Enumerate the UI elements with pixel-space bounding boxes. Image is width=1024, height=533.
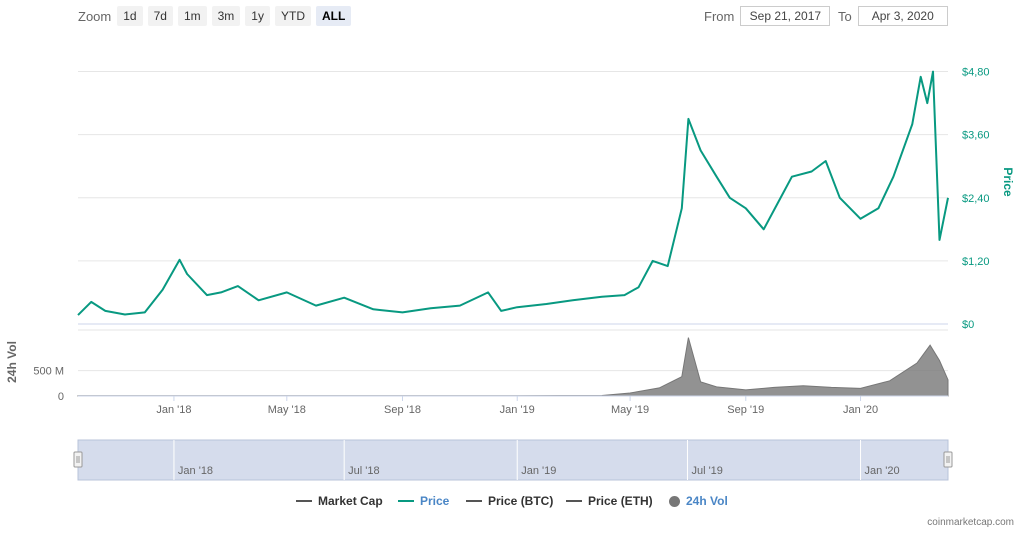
legend-item-price[interactable]: Price — [398, 489, 449, 513]
to-date-input[interactable]: Apr 3, 2020 — [857, 6, 948, 26]
legend-label: Price — [420, 494, 450, 508]
legend-marker — [669, 495, 680, 507]
chart-legend: Market Cap Price Price (BTC) Price (ETH) 24h… — [0, 489, 1024, 513]
navigator-tick-label: Jul '18 — [348, 465, 379, 477]
legend-marker — [296, 500, 312, 502]
navigator-tick-label: Jul '19 — [691, 465, 722, 477]
legend-label: Price (BTC) — [488, 494, 554, 508]
x-tick-label: May '18 — [268, 404, 306, 416]
navigator-right-handle[interactable] — [943, 451, 953, 468]
price-tick-label: $1,20 — [962, 256, 990, 268]
price-tick-label: $4,80 — [962, 67, 990, 79]
x-tick-label: Jan '18 — [156, 404, 191, 416]
navigator-left-handle[interactable] — [73, 451, 83, 468]
navigator-tick-label: Jan '18 — [178, 465, 213, 477]
zoom-3m-button[interactable]: 3m — [211, 6, 241, 26]
navigator-tick-label: Jan '20 — [865, 465, 900, 477]
price-series-line — [77, 70, 949, 316]
x-tick-label: Jan '19 — [500, 404, 535, 416]
price-tick-label: $0 — [962, 319, 974, 331]
to-label: To — [838, 8, 852, 24]
price-axis-title: Price — [1001, 167, 1015, 197]
legend-label: 24h Vol — [686, 494, 728, 508]
volume-tick-label: 0 — [58, 391, 64, 403]
volume-axis-title: 24h Vol — [5, 341, 19, 383]
zoom-label: Zoom — [78, 8, 112, 24]
zoom-all-button[interactable]: ALL — [315, 6, 352, 26]
legend-label: Price (ETH) — [588, 494, 653, 508]
volume-series-area — [77, 337, 949, 397]
x-tick-label: Sep '19 — [727, 404, 764, 416]
zoom-bar: Zoom 1d 7d 1m 3m 1y YTD ALL — [78, 5, 356, 27]
legend-marker — [566, 500, 582, 502]
legend-item-price-btc[interactable]: Price (BTC) — [466, 489, 553, 513]
navigator-tick-label: Jan '19 — [521, 465, 556, 477]
zoom-1d-button[interactable]: 1d — [117, 6, 143, 26]
volume-tick-label: 500 M — [33, 366, 64, 378]
zoom-ytd-button[interactable]: YTD — [274, 6, 311, 26]
zoom-1m-button[interactable]: 1m — [177, 6, 207, 26]
price-volume-chart: $0 $1,20 $2,40 $3,60 $4,80 Price 0 500 M 24h Vol… — [5, 67, 1015, 481]
credit-text: coinmarketcap.com — [927, 517, 1014, 528]
zoom-1y-button[interactable]: 1y — [245, 6, 270, 26]
price-tick-label: $3,60 — [962, 130, 990, 142]
legend-marker — [398, 500, 414, 502]
price-tick-label: $2,40 — [962, 193, 990, 205]
date-range-to: To Apr 3, 2020 — [838, 5, 948, 27]
legend-item-24h-vol[interactable]: 24h Vol — [669, 489, 728, 513]
from-date-input[interactable]: Sep 21, 2017 — [740, 6, 831, 26]
legend-item-market-cap[interactable]: Market Cap — [296, 489, 383, 513]
date-range-from: From Sep 21, 2017 — [704, 5, 831, 27]
x-tick-label: Jan '20 — [843, 404, 878, 416]
legend-marker — [466, 500, 482, 502]
x-tick-label: May '19 — [611, 404, 649, 416]
zoom-7d-button[interactable]: 7d — [147, 6, 173, 26]
from-label: From — [704, 8, 735, 24]
legend-label: Market Cap — [318, 494, 383, 508]
legend-item-price-eth[interactable]: Price (ETH) — [566, 489, 653, 513]
x-tick-label: Sep '18 — [384, 404, 421, 416]
